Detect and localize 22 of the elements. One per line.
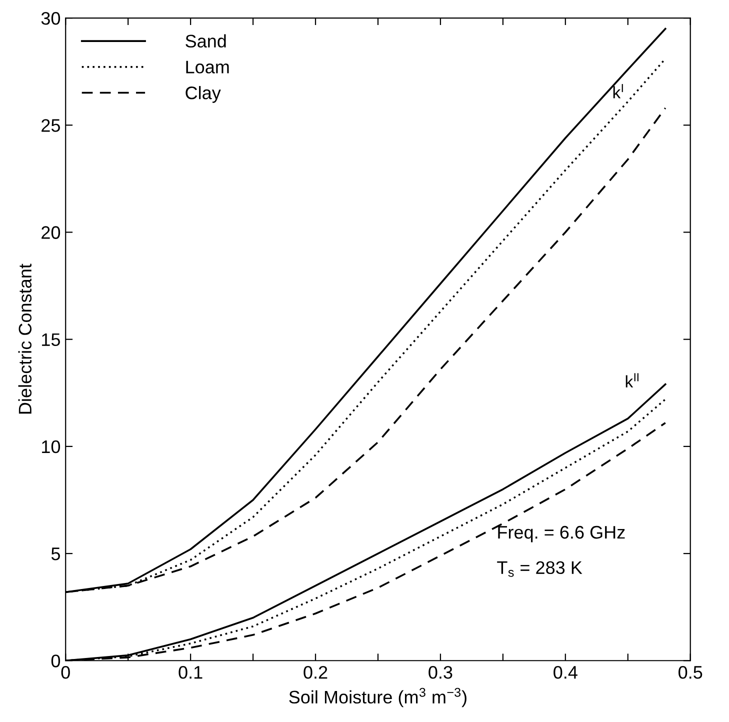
y-tick-label: 0 <box>51 654 60 668</box>
x-tick-label: 0.2 <box>304 666 328 679</box>
annotation: k$^{I}$ <box>613 84 623 98</box>
legend-label: Sand <box>186 34 226 48</box>
x-tick-label: 0.5 <box>678 666 702 679</box>
x-axis-title: Soil Moisture (m$^{3}$ m$^{−3}$) <box>289 688 466 708</box>
legend-label: Loam <box>186 60 229 74</box>
annotation: Freq. = 6.6 GHz <box>498 526 625 542</box>
y-tick-label: 25 <box>42 119 60 132</box>
y-tick-label: 20 <box>42 226 60 239</box>
x-tick-label: 0.4 <box>554 666 578 679</box>
x-tick-label: 0.3 <box>428 666 452 679</box>
y-tick-label: 5 <box>51 548 60 560</box>
y-tick-label: 10 <box>42 440 60 454</box>
x-tick-label: 0.1 <box>178 666 202 679</box>
x-tick-label: 0 <box>61 666 70 679</box>
annotation: T$_{s}$ = 283 K <box>497 561 582 577</box>
annotation: k$^{II}$ <box>626 373 638 388</box>
legend-label: Clay <box>186 86 221 103</box>
y-tick-label: 30 <box>41 12 60 25</box>
y-tick-label: 15 <box>42 333 60 346</box>
y-axis-title: Dielectric Constant <box>18 264 32 414</box>
